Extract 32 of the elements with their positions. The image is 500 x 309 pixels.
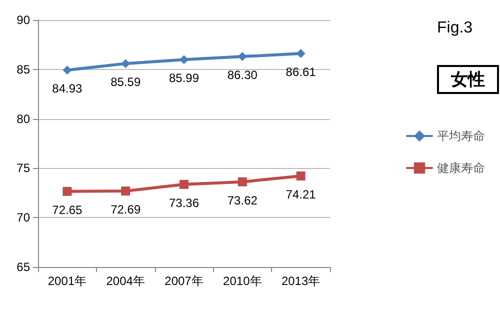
data-label: 85.99 — [168, 71, 200, 86]
data-label: 73.62 — [227, 193, 258, 208]
point — [62, 186, 72, 196]
data-label: 85.59 — [110, 75, 141, 90]
x-tick-label: 2010年 — [223, 274, 262, 288]
data-label: 86.61 — [286, 64, 316, 79]
y-tick-label: 65 — [16, 260, 30, 274]
data-label: 72.65 — [52, 202, 83, 217]
data-label: 74.21 — [286, 188, 316, 202]
y-tick-label: 75 — [16, 161, 30, 176]
point — [121, 186, 130, 196]
y-tick-label: 70 — [16, 210, 30, 225]
caption: Fig.3 — [437, 20, 473, 36]
legend-label: 平均寿命 — [437, 129, 485, 143]
x-tick-label: 2013年 — [281, 274, 320, 288]
x-tick-label: 2007年 — [164, 274, 204, 288]
data-label: 84.93 — [52, 82, 83, 96]
data-label: 86.30 — [227, 68, 258, 82]
point — [62, 66, 72, 75]
y-tick-label: 90 — [16, 13, 30, 27]
x-tick-label: 2001年 — [48, 274, 87, 288]
data-label: 73.36 — [168, 196, 200, 210]
text: 女性 — [450, 70, 485, 89]
x-tick-label: 2004年 — [106, 274, 145, 288]
y-tick-label: 85 — [16, 62, 30, 76]
point — [180, 180, 188, 189]
data-label: 72.69 — [110, 202, 141, 217]
y-tick-label: 80 — [16, 112, 30, 126]
point — [238, 177, 247, 186]
point — [180, 55, 188, 64]
legend-label: 健康寿命 — [437, 161, 485, 175]
point — [296, 172, 306, 181]
